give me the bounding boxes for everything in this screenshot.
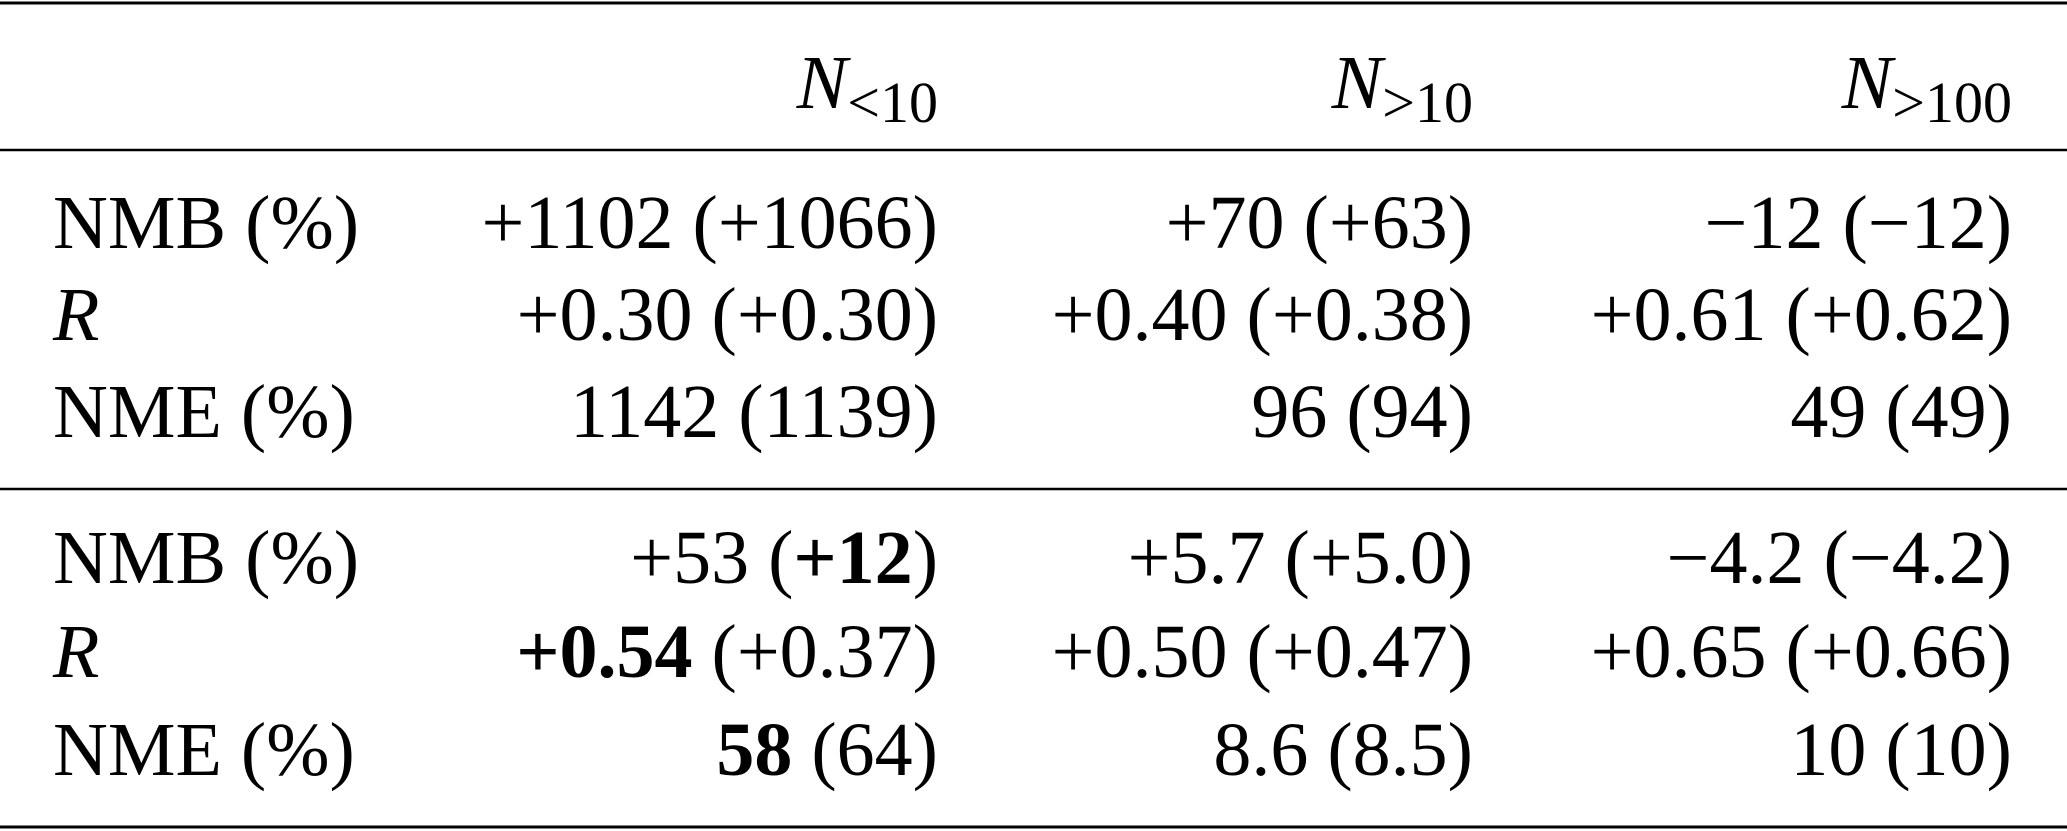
row-label: NME (%) (53, 370, 355, 454)
cell-part: (64) (792, 708, 938, 792)
cell-part: 10 (10) (1790, 708, 2012, 792)
cell-part: +0.40 (+0.38) (1052, 273, 1473, 357)
cell-part: +1102 (+1066) (481, 181, 938, 265)
cell-part: 58 (716, 708, 792, 792)
cell-part: ) (913, 516, 938, 600)
column-header: N<10 (796, 41, 938, 135)
cell-part: +0.54 (516, 610, 692, 694)
cell: +0.65 (+0.66) (1591, 610, 2012, 694)
header-symbol: N (1331, 41, 1387, 125)
row-label: NMB (%) (53, 516, 359, 600)
row-label: R (52, 273, 99, 357)
row-label-text: NMB (%) (53, 181, 359, 265)
row-label: NMB (%) (53, 181, 359, 265)
cell: +5.7 (+5.0) (1128, 516, 1473, 600)
row-label: R (52, 610, 99, 694)
cell: +70 (+63) (1166, 181, 1473, 265)
cell-part: −4.2 (−4.2) (1667, 516, 2012, 600)
cell-part: +0.30 (+0.30) (517, 273, 938, 357)
column-header: N>100 (1841, 41, 2012, 135)
cell: −4.2 (−4.2) (1667, 516, 2012, 600)
cell-part: +53 ( (630, 516, 793, 600)
header-symbol: N (1841, 41, 1897, 125)
cell: +1102 (+1066) (481, 181, 938, 265)
header-subscript: >10 (1382, 70, 1473, 135)
header-subscript: <10 (847, 70, 938, 135)
cell-part: +70 (+63) (1166, 181, 1473, 265)
row-label-text: NME (%) (53, 370, 355, 454)
row-label-text: R (52, 273, 99, 357)
cell: 8.6 (8.5) (1213, 708, 1473, 792)
cell: +0.30 (+0.30) (517, 273, 938, 357)
cell-part: 1142 (1139) (570, 370, 938, 454)
row-label: NME (%) (53, 708, 355, 792)
header-symbol: N (796, 41, 852, 125)
cell: +0.50 (+0.47) (1052, 610, 1473, 694)
cell-part: 96 (94) (1251, 370, 1473, 454)
cell: 49 (49) (1790, 370, 2012, 454)
cell-part: +0.61 (+0.62) (1591, 273, 2012, 357)
cell-part: 8.6 (8.5) (1213, 708, 1473, 792)
cell: −12 (−12) (1705, 181, 2012, 265)
cell-part: 49 (49) (1790, 370, 2012, 454)
cell: +53 (+12) (630, 516, 938, 600)
cell-part: −12 (−12) (1705, 181, 2012, 265)
row-label-text: NME (%) (53, 708, 355, 792)
header-subscript: >100 (1892, 70, 2012, 135)
cell: +0.61 (+0.62) (1591, 273, 2012, 357)
column-header: N>10 (1331, 41, 1473, 135)
cell-part: (+0.37) (693, 610, 938, 694)
cell-part: +0.50 (+0.47) (1052, 610, 1473, 694)
cell-part: +12 (793, 516, 912, 600)
cell: +0.40 (+0.38) (1052, 273, 1473, 357)
cell: 58 (64) (716, 708, 938, 792)
cell: 10 (10) (1790, 708, 2012, 792)
row-label-text: R (52, 610, 99, 694)
cell: 96 (94) (1251, 370, 1473, 454)
cell: +0.54 (+0.37) (516, 610, 938, 694)
cell-part: +0.65 (+0.66) (1591, 610, 2012, 694)
cell-part: +5.7 (+5.0) (1128, 516, 1473, 600)
row-label-text: NMB (%) (53, 516, 359, 600)
cell: 1142 (1139) (570, 370, 938, 454)
